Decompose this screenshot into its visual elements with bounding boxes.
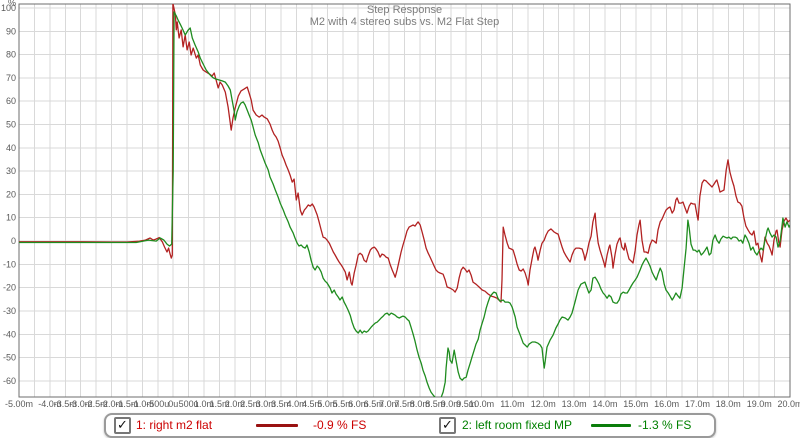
svg-text:14.0m: 14.0m (592, 399, 617, 409)
svg-text:100: 100 (1, 3, 16, 13)
trace-2 (19, 11, 790, 397)
svg-text:4.5m: 4.5m (302, 399, 322, 409)
svg-text:1.5m: 1.5m (209, 399, 229, 409)
svg-text:10: 10 (6, 213, 16, 223)
legend-item-2-checkbox[interactable]: ✓ (439, 417, 456, 434)
svg-text:40: 40 (6, 143, 16, 153)
svg-text:20: 20 (6, 189, 16, 199)
svg-text:-3.0m: -3.0m (69, 399, 92, 409)
svg-text:30: 30 (6, 166, 16, 176)
svg-text:2.5m: 2.5m (240, 399, 260, 409)
svg-text:-1.0m: -1.0m (131, 399, 154, 409)
svg-text:1.0m: 1.0m (194, 399, 214, 409)
svg-text:10.0m: 10.0m (469, 399, 494, 409)
svg-text:-3.5m: -3.5m (54, 399, 77, 409)
svg-text:-10: -10 (3, 259, 16, 269)
legend-item-2-label[interactable]: 2: left room fixed MP (462, 418, 573, 432)
y-axis-unit-label: % (8, 0, 16, 8)
svg-text:7.5m: 7.5m (394, 399, 414, 409)
svg-text:-500u: -500u (146, 399, 169, 409)
svg-text:5.0m: 5.0m (317, 399, 337, 409)
svg-text:0: 0 (11, 236, 16, 246)
svg-text:15.0m: 15.0m (623, 399, 648, 409)
gridlines (19, 4, 790, 397)
svg-text:19.0m: 19.0m (747, 399, 772, 409)
svg-text:9.0m: 9.0m (441, 399, 461, 409)
svg-text:90: 90 (6, 26, 16, 36)
svg-text:11.0m: 11.0m (500, 399, 524, 409)
legend-item-1-line-swatch (256, 424, 298, 427)
svg-text:6.5m: 6.5m (364, 399, 384, 409)
legend-box: ✓ 1: right m2 flat -0.9 % FS ✓ 2: left r… (104, 413, 716, 438)
svg-text:17.0m: 17.0m (685, 399, 710, 409)
svg-text:-5.00m: -5.00m (5, 399, 33, 409)
legend-item-1-label[interactable]: 1: right m2 flat (136, 418, 213, 432)
trace-1 (19, 4, 790, 303)
x-axis-tick-labels: -5.00m -4.0m-3.5m-3.0m-2.5m-2.0m-1.5m-1.0… (5, 399, 800, 409)
svg-text:-40: -40 (3, 329, 16, 339)
svg-text:-20: -20 (3, 283, 16, 293)
svg-text:-4.0m: -4.0m (38, 399, 61, 409)
svg-text:7.0m: 7.0m (379, 399, 399, 409)
y-axis-tick-labels: 1009080706050403020100-10-20-30-40-50-60… (1, 0, 16, 386)
svg-text:16.0m: 16.0m (654, 399, 679, 409)
svg-text:6.0m: 6.0m (348, 399, 368, 409)
svg-text:4.0m: 4.0m (287, 399, 307, 409)
legend-item-2-line-swatch (591, 424, 631, 427)
svg-text:-2.5m: -2.5m (85, 399, 108, 409)
legend-item-1-checkbox[interactable]: ✓ (114, 417, 131, 434)
svg-text:-2.0m: -2.0m (100, 399, 123, 409)
svg-text:9.5m: 9.5m (456, 399, 476, 409)
svg-text:8.0m: 8.0m (410, 399, 430, 409)
legend-item-2-value: -1.3 % FS (638, 418, 692, 432)
svg-text:-30: -30 (3, 306, 16, 316)
svg-text:-1.5m: -1.5m (115, 399, 138, 409)
svg-text:20.0m: 20.0m (777, 399, 800, 409)
svg-text:-50: -50 (3, 353, 16, 363)
svg-text:13.0m: 13.0m (562, 399, 587, 409)
svg-text:0u: 0u (168, 399, 178, 409)
svg-text:80: 80 (6, 50, 16, 60)
svg-text:50: 50 (6, 120, 16, 130)
svg-text:8.5m: 8.5m (425, 399, 445, 409)
svg-text:3.5m: 3.5m (271, 399, 291, 409)
svg-text:12.0m: 12.0m (531, 399, 556, 409)
legend-item-1-value: -0.9 % FS (313, 418, 367, 432)
plot-border (18, 3, 791, 398)
svg-text:70: 70 (6, 73, 16, 83)
svg-text:5.5m: 5.5m (333, 399, 353, 409)
svg-text:3.0m: 3.0m (256, 399, 276, 409)
svg-text:18.0m: 18.0m (716, 399, 741, 409)
svg-text:-60: -60 (3, 376, 16, 386)
svg-text:500u: 500u (179, 399, 199, 409)
svg-text:60: 60 (6, 96, 16, 106)
trace-lines (19, 4, 790, 397)
svg-text:2.0m: 2.0m (225, 399, 245, 409)
